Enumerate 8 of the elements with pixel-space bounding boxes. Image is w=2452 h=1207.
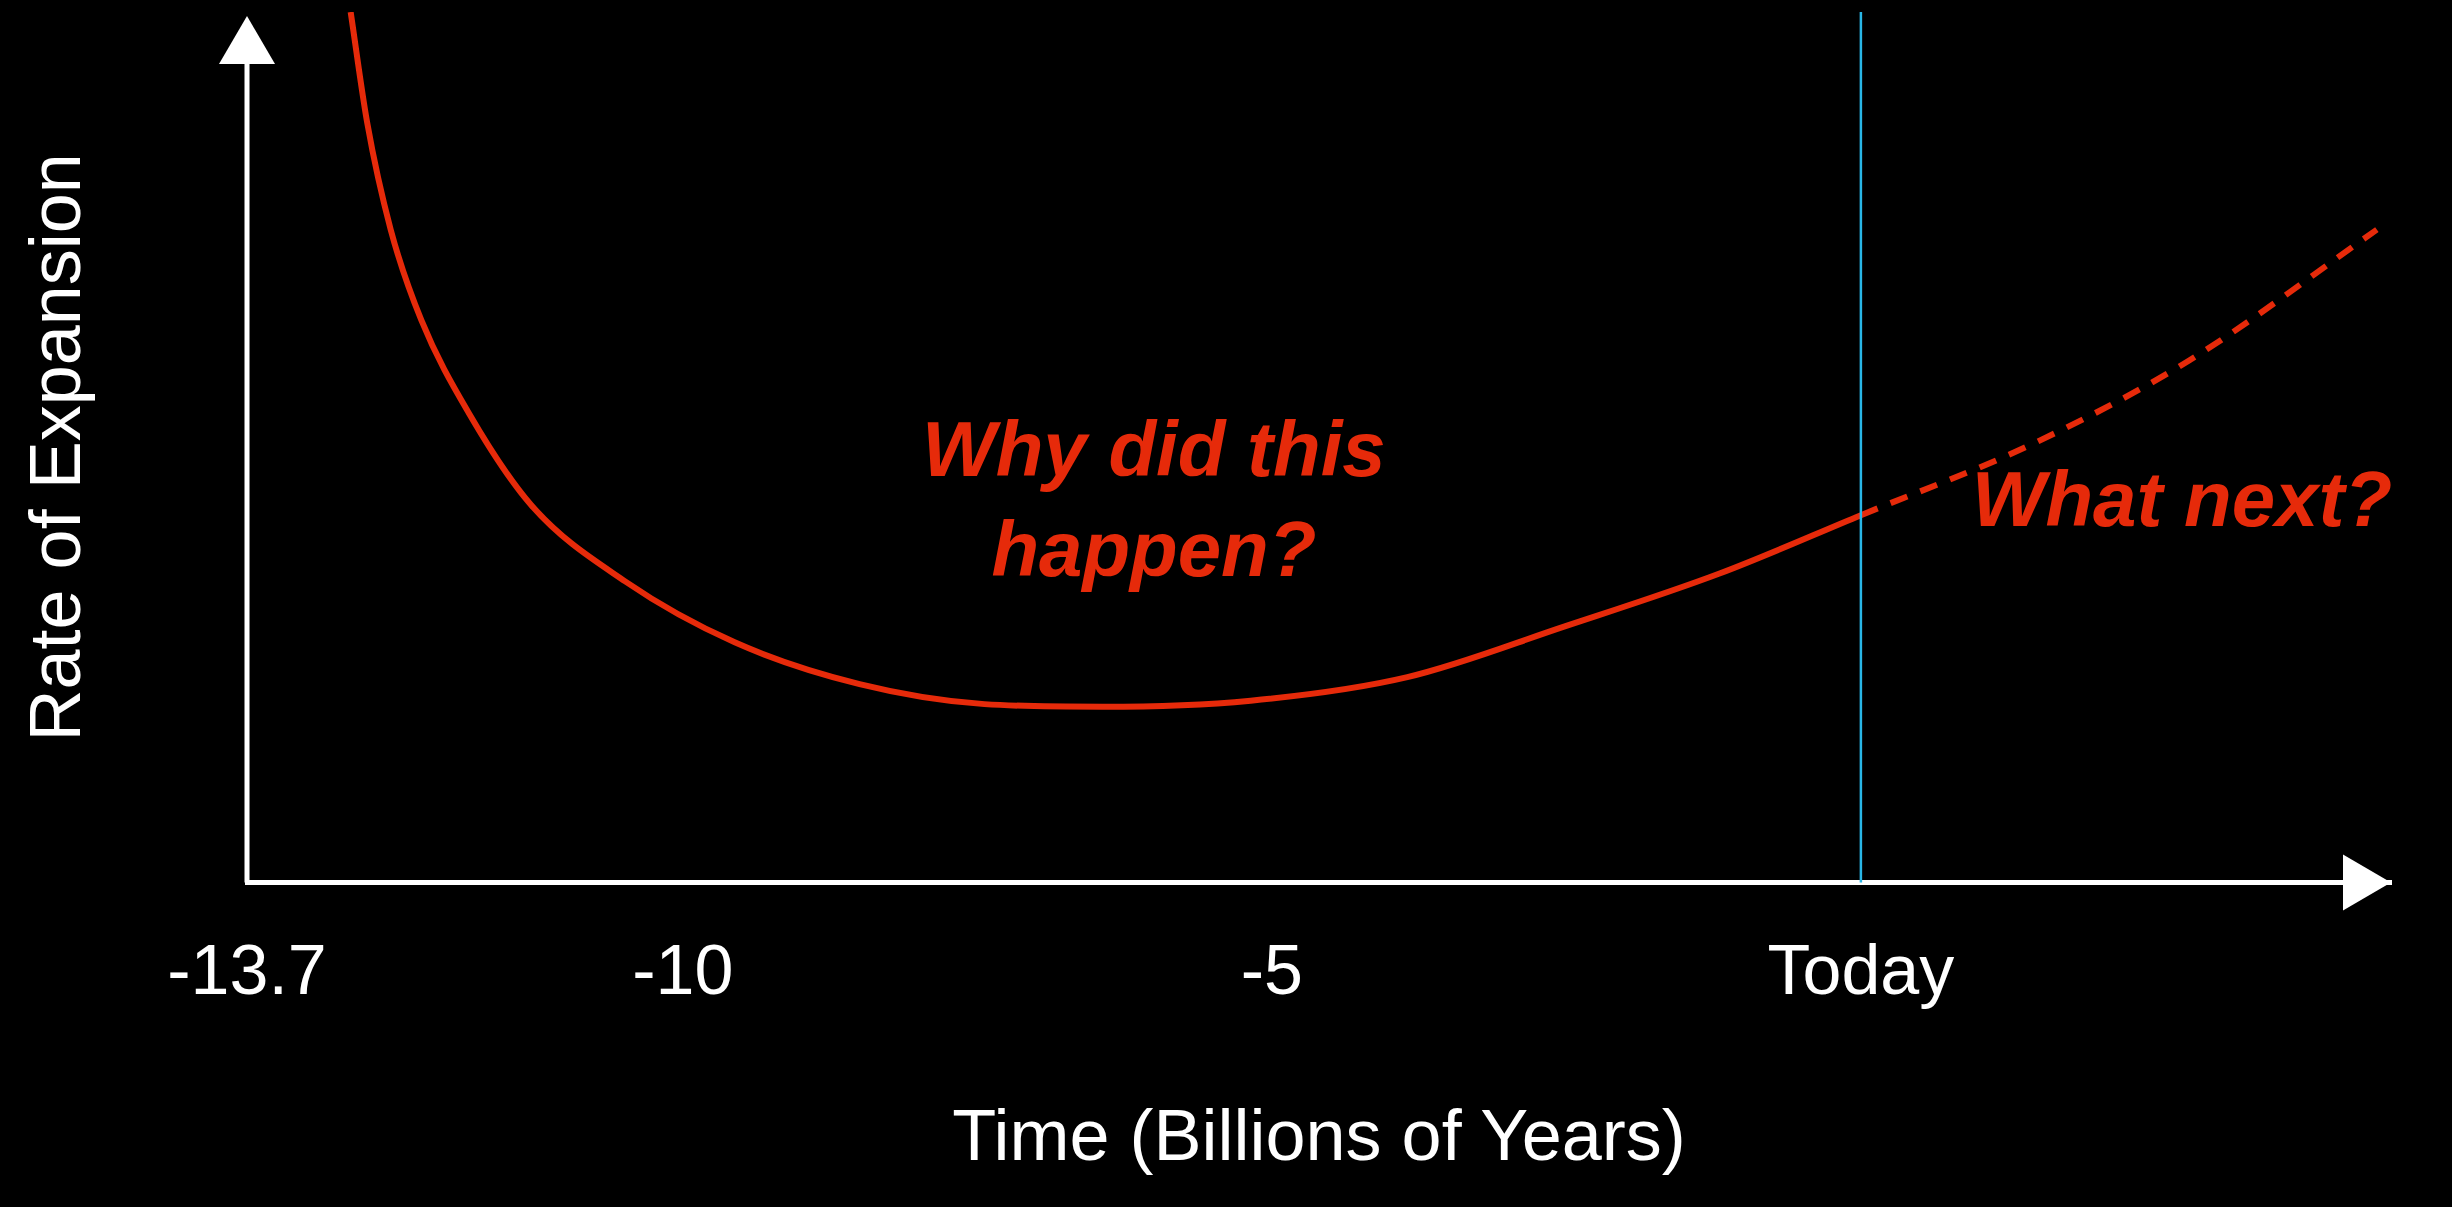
x-tick-label: -13.7	[167, 930, 327, 1009]
annotation: What next?	[1971, 455, 2393, 544]
x-tick-label: -5	[1240, 930, 1303, 1009]
x-tick-label: -10	[632, 930, 734, 1009]
x-axis-title: Time (Billions of Years)	[952, 1094, 1686, 1175]
x-tick-label: Today	[1767, 930, 1955, 1009]
y-axis-title: Rate of Expansion	[14, 153, 95, 742]
annotation: Why did this happen?	[922, 405, 1386, 594]
